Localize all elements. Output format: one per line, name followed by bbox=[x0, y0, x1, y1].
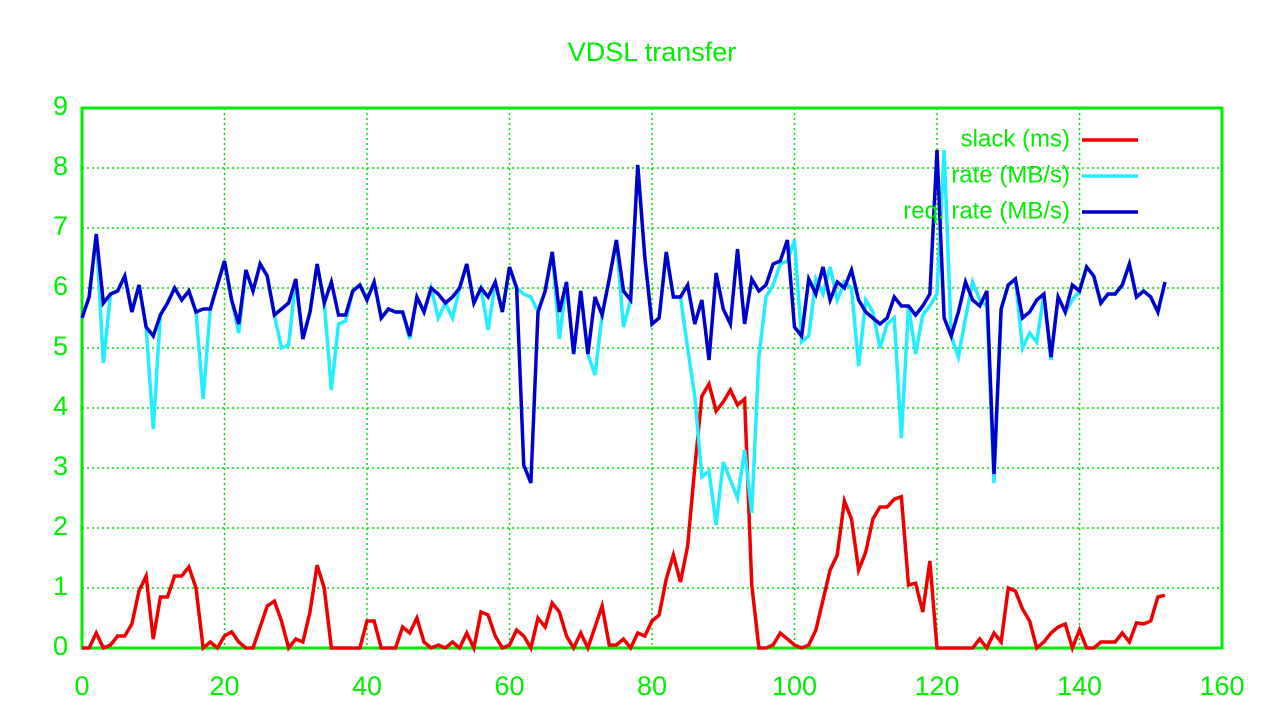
y-tick-label: 7 bbox=[53, 211, 68, 241]
chart-title: VDSL transfer bbox=[568, 37, 737, 67]
x-tick-label: 120 bbox=[914, 671, 959, 701]
legend-label: req. rate (MB/s) bbox=[903, 197, 1070, 224]
x-tick-label: 160 bbox=[1199, 671, 1244, 701]
x-tick-label: 20 bbox=[209, 671, 239, 701]
x-tick-label: 140 bbox=[1057, 671, 1102, 701]
x-tick-label: 0 bbox=[74, 671, 89, 701]
y-tick-label: 5 bbox=[53, 331, 68, 361]
x-tick-label: 80 bbox=[637, 671, 667, 701]
legend-label: rate (MB/s) bbox=[951, 161, 1070, 188]
y-tick-label: 4 bbox=[53, 391, 68, 421]
legend-label: slack (ms) bbox=[961, 125, 1070, 152]
y-tick-label: 6 bbox=[53, 271, 68, 301]
series-line bbox=[80, 149, 1167, 484]
y-tick-label: 8 bbox=[53, 151, 68, 181]
x-tick-label: 60 bbox=[494, 671, 524, 701]
y-tick-label: 1 bbox=[53, 571, 68, 601]
x-tick-label: 100 bbox=[772, 671, 817, 701]
y-tick-label: 0 bbox=[53, 631, 68, 661]
series-line bbox=[82, 379, 1166, 654]
y-tick-label: 2 bbox=[53, 511, 68, 541]
y-tick-label: 3 bbox=[53, 451, 68, 481]
x-tick-label: 40 bbox=[352, 671, 382, 701]
plot-border bbox=[80, 106, 1224, 650]
y-tick-label: 9 bbox=[53, 91, 68, 121]
